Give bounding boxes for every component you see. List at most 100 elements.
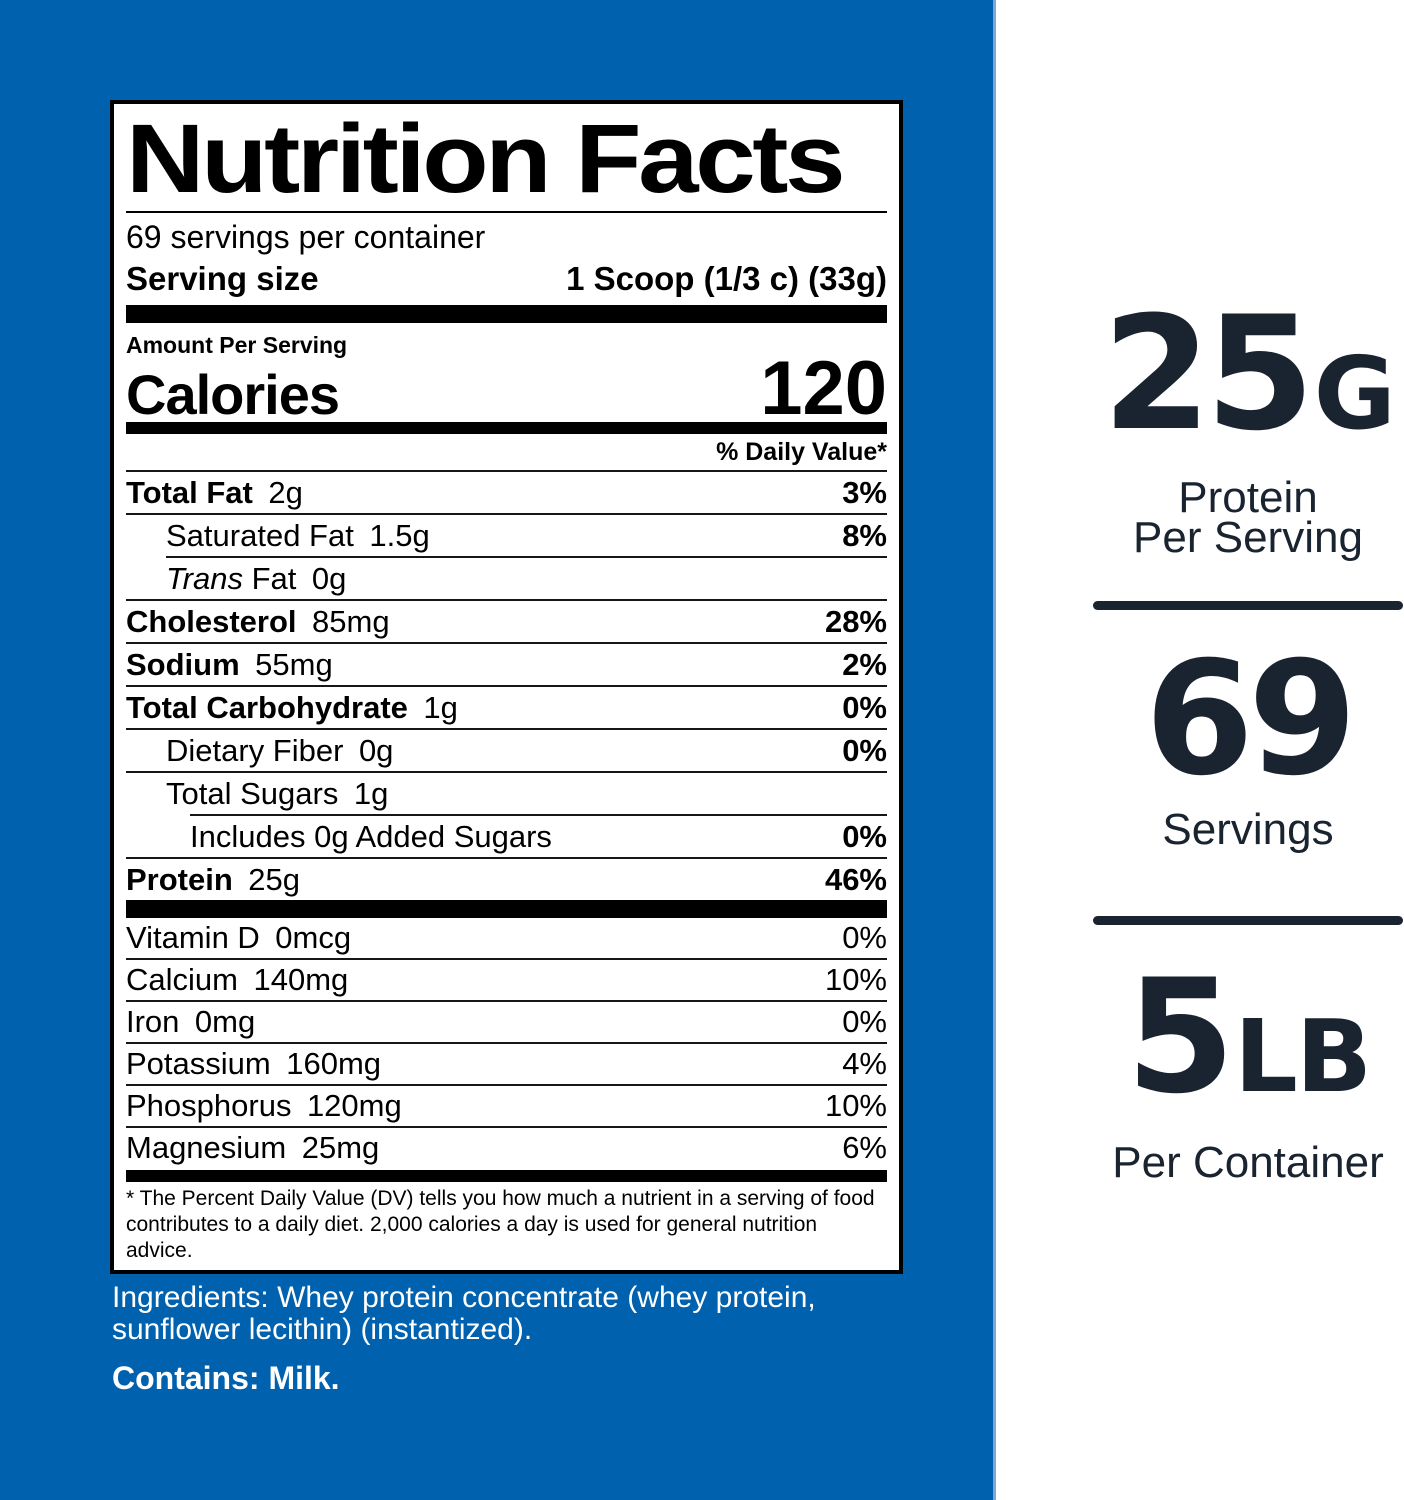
daily-value: 0% <box>842 689 887 725</box>
nutrient-name-text: Sodium <box>126 646 240 682</box>
highlight-label-line: Servings <box>1162 805 1334 854</box>
row-separator <box>126 728 887 730</box>
nutrient-name: Potassium 160mg <box>126 1046 382 1081</box>
nutrient-name: Dietary Fiber 0g <box>166 733 393 769</box>
nutrient-row: Trans Fat 0g <box>126 558 887 599</box>
nutrient-amount: 1.5g <box>369 517 430 553</box>
medium-divider-bar <box>126 1170 887 1182</box>
daily-value: 10% <box>824 962 887 997</box>
micronutrient-row: Iron 0mg 0% <box>126 1002 887 1042</box>
nutrient-row: Sodium 55mg 2% <box>126 644 887 685</box>
nutrient-amount: 2g <box>268 474 303 510</box>
micronutrient-row: Potassium 160mg 4% <box>126 1044 887 1084</box>
nutrient-name-text: Cholesterol <box>126 603 297 639</box>
row-separator <box>190 814 887 816</box>
servings-per-container: 69 servings per container <box>126 219 486 255</box>
highlight-protein-per-serving: 25G Protein Per Serving <box>1093 296 1403 610</box>
calories-row: Calories 120 <box>126 351 887 427</box>
nutrient-row: Total Sugars 1g <box>126 773 887 814</box>
nutrient-name-text: Total Fat <box>126 474 253 510</box>
highlights-panel: 25G Protein Per Serving 69 Servings 5LB Per Co… <box>996 0 1404 1500</box>
blue-background-panel: Nutrition Facts 69 servings per containe… <box>0 0 996 1500</box>
highlight-unit: G <box>1313 335 1396 452</box>
nutrient-name: Protein 25g <box>126 862 300 898</box>
daily-value: 8% <box>842 517 887 553</box>
highlight-label: Protein Per Serving <box>1093 473 1403 562</box>
row-separator <box>126 958 887 960</box>
nutrient-row: Cholesterol 85mg 28% <box>126 601 887 642</box>
thick-divider-bar <box>126 305 887 323</box>
row-separator <box>126 685 887 687</box>
nutrient-name: Magnesium 25mg <box>126 1130 380 1165</box>
nutrient-amount: 1g <box>353 775 389 811</box>
nutrient-row: Saturated Fat 1.5g 8% <box>126 515 887 556</box>
highlight-label: Per Container <box>1093 1138 1403 1187</box>
highlight-value: 5LB <box>1093 959 1403 1135</box>
nutrient-amount: 0g <box>358 732 394 768</box>
micronutrient-row: Phosphorus 120mg 10% <box>126 1086 887 1126</box>
serving-size-row: Serving size 1 Scoop (1/3 c) (33g) <box>126 258 887 300</box>
title-rule <box>126 211 887 213</box>
daily-value: 0% <box>842 920 887 955</box>
row-separator <box>166 556 887 558</box>
daily-value: 0% <box>842 1004 887 1039</box>
nutrient-amount: 25g <box>248 861 301 897</box>
nutrient-row: Includes 0g Added Sugars 0% <box>126 816 887 857</box>
nutrient-name: Total Sugars 1g <box>166 776 388 812</box>
nutrient-name-text: Fat <box>251 560 297 596</box>
row-separator <box>126 1084 887 1086</box>
nutrient-amount: 85mg <box>312 603 390 639</box>
row-separator <box>126 1126 887 1128</box>
section-divider <box>1093 601 1403 610</box>
amount-per-serving-label: Amount Per Serving <box>126 332 348 358</box>
highlight-servings: 69 Servings <box>1093 641 1403 925</box>
nutrient-name: Sodium 55mg <box>126 647 333 683</box>
micronutrient-row: Magnesium 25mg 6% <box>126 1128 887 1168</box>
highlight-label-line: Per Serving <box>1133 513 1363 562</box>
section-divider <box>1093 916 1403 925</box>
daily-value: 3% <box>842 474 887 510</box>
highlight-label-line: Per Container <box>1112 1138 1384 1187</box>
nutrition-facts-title: Nutrition Facts <box>126 104 845 213</box>
nutrition-facts-label: Nutrition Facts 69 servings per containe… <box>110 100 903 1274</box>
nutrient-name-text: Protein <box>126 861 233 897</box>
ingredients-text: Ingredients: Whey protein concentrate (w… <box>112 1281 816 1346</box>
daily-value: 0% <box>842 732 887 768</box>
daily-value: 2% <box>842 646 887 682</box>
highlight-value: 25G <box>1093 296 1403 472</box>
calories-label: Calories <box>126 363 340 426</box>
nutrient-name-text: Saturated Fat <box>166 517 354 553</box>
row-separator <box>126 1000 887 1002</box>
highlight-number: 69 <box>1144 628 1357 811</box>
highlight-label: Servings <box>1093 805 1403 854</box>
nutrient-row: Dietary Fiber 0g 0% <box>126 730 887 771</box>
daily-value: 10% <box>824 1088 887 1123</box>
micronutrient-row: Vitamin D 0mcg 0% <box>126 918 887 958</box>
nutrient-name: Total Carbohydrate 1g <box>126 690 458 726</box>
highlight-value: 69 <box>1093 641 1403 798</box>
highlight-label-line: Protein <box>1178 473 1318 522</box>
daily-value: 28% <box>824 603 887 639</box>
thick-divider-bar <box>126 900 887 918</box>
highlight-number: 5 <box>1125 946 1235 1129</box>
row-separator <box>126 857 887 859</box>
nutrient-name: Saturated Fat 1.5g <box>166 518 430 554</box>
row-separator <box>126 513 887 515</box>
daily-value: 4% <box>842 1046 887 1081</box>
nutrient-name-text: Includes 0g Added Sugars <box>190 818 552 854</box>
micronutrient-rows: Vitamin D 0mcg 0% Calcium 140mg 10% Iron 0mg… <box>126 918 887 1168</box>
nutrient-amount: 0g <box>311 560 347 596</box>
nutrient-name: Calcium 140mg <box>126 962 349 997</box>
serving-size-label: Serving size <box>126 260 319 297</box>
nutrient-row: Total Fat 2g 3% <box>126 472 887 513</box>
nutrient-name: Vitamin D 0mcg <box>126 920 352 955</box>
row-separator <box>126 771 887 773</box>
nutrient-rows: Total Fat 2g 3% Saturated Fat 1.5g 8% Trans … <box>126 470 887 900</box>
nutrient-name-text: Total Sugars <box>166 775 339 811</box>
row-separator <box>126 599 887 601</box>
highlight-unit: LB <box>1234 998 1372 1115</box>
serving-size-value: 1 Scoop (1/3 c) (33g) <box>566 260 887 297</box>
daily-value-header: % Daily Value* <box>716 438 887 466</box>
daily-value: 46% <box>824 861 887 897</box>
